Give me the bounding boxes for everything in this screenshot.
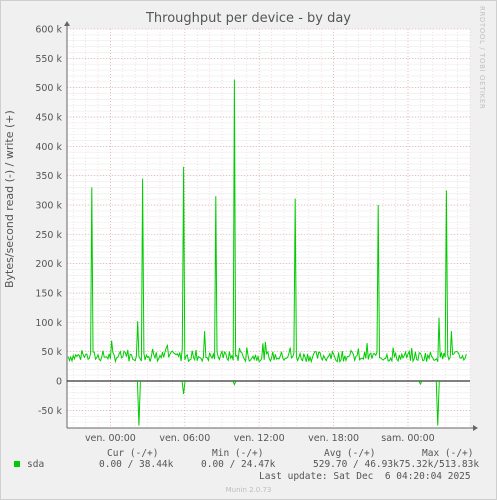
x-tick-label: ven. 12:00 xyxy=(234,433,285,444)
series-read-spike xyxy=(232,380,237,386)
y-tick-label: -50 k xyxy=(38,406,63,417)
series-read-spike xyxy=(418,380,423,386)
x-tick-label: ven. 06:00 xyxy=(159,433,210,444)
y-tick-label: 550 k xyxy=(35,54,62,65)
x-tick-label: ven. 18:00 xyxy=(308,433,359,444)
y-tick-label: 50 k xyxy=(41,347,62,358)
legend: Cur (-/+) Min (-/+) Avg (-/+) Max (-/+) … xyxy=(0,448,497,496)
series-read-spike xyxy=(136,381,141,426)
y-tick-label: 600 k xyxy=(35,25,62,36)
y-axis-arrow xyxy=(64,21,70,26)
y-tick-label: 0 xyxy=(56,377,62,388)
y-tick-label: 450 k xyxy=(35,113,62,124)
y-tick-label: 300 k xyxy=(35,201,62,212)
legend-avg-value: 529.70 / 46.93k xyxy=(313,459,399,470)
legend-max-value: 75.32k/513.83k xyxy=(399,459,480,470)
y-tick-label: 350 k xyxy=(35,171,62,182)
chart-svg: -50 k 0 50 k 100 k 150 k 200 k 250 k 300 k 350 k… xyxy=(35,21,478,444)
legend-header-cur: Cur (-/+) xyxy=(107,448,159,459)
y-tick-label: 400 k xyxy=(35,142,62,153)
series-line-sda-write xyxy=(67,79,467,364)
legend-min-value: 0.00 / 24.47k xyxy=(201,459,276,470)
y-tick-label: 500 k xyxy=(35,83,62,94)
legend-header-avg: Avg (-/+) xyxy=(324,448,376,459)
rrdtool-credit: RRDTOOL / TOBI OETIKER xyxy=(478,6,486,110)
chart-title: Throughput per device - by day xyxy=(145,11,352,26)
legend-header-max: Max (-/+) xyxy=(422,448,474,459)
x-tick-label: sam. 00:00 xyxy=(381,433,434,444)
munin-version: Munin 2.0.73 xyxy=(225,486,272,494)
series-read-spike xyxy=(181,381,186,395)
x-axis-arrow xyxy=(473,425,478,431)
legend-series-name: sda xyxy=(27,459,45,470)
legend-cur-value: 0.00 / 38.44k xyxy=(99,459,174,470)
y-tick-label: 250 k xyxy=(35,230,62,241)
x-tick-label: ven. 00:00 xyxy=(85,433,136,444)
series-read-spike xyxy=(435,381,440,426)
legend-header-min: Min (-/+) xyxy=(212,448,264,459)
y-tick-label: 100 k xyxy=(35,318,62,329)
legend-swatch-sda xyxy=(14,461,20,467)
last-update-text: Last update: Sat Dec 6 04:20:04 2025 xyxy=(259,471,471,482)
y-tick-label: 150 k xyxy=(35,289,62,300)
y-tick-label: 200 k xyxy=(35,259,62,270)
